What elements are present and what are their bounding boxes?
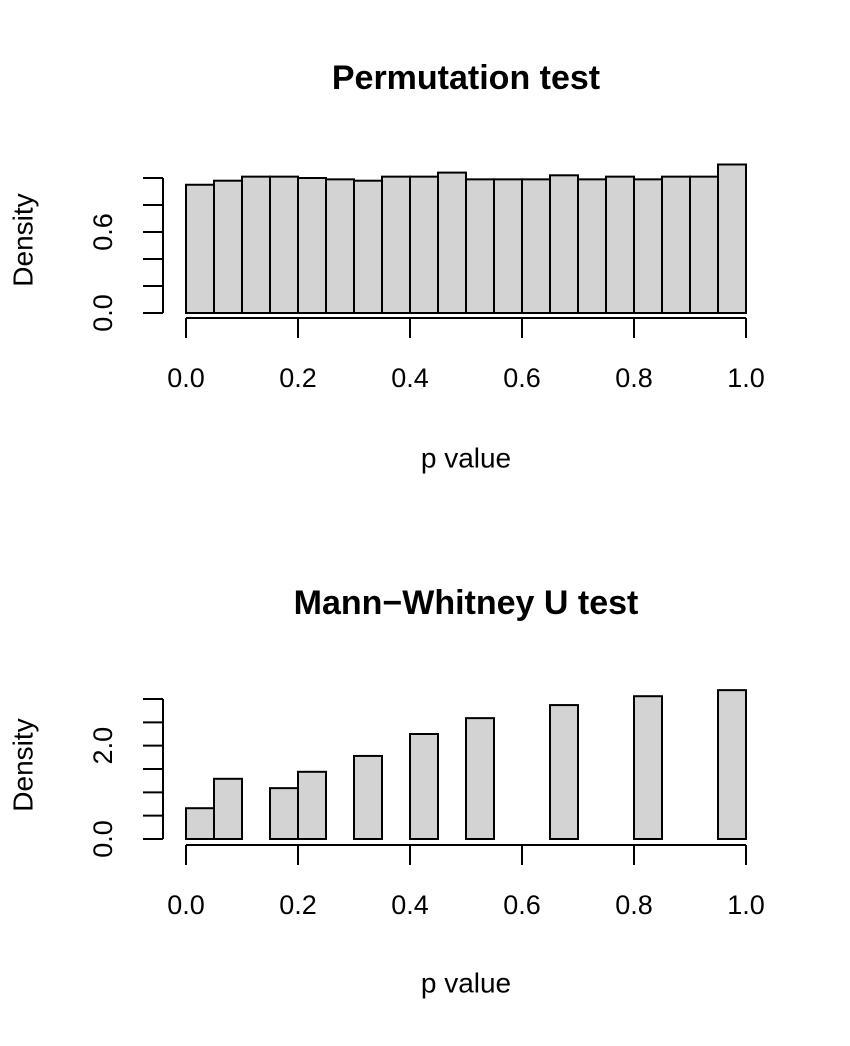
histogram-bar: [465, 178, 495, 314]
histogram-bar: [689, 175, 719, 314]
x-tick-label: 0.4: [391, 890, 429, 920]
x-tick-label: 0.6: [503, 363, 541, 393]
histogram-bar: [605, 175, 635, 314]
histogram-bar: [437, 171, 467, 314]
histogram-bar: [549, 704, 579, 840]
histogram-bar: [297, 770, 327, 840]
x-tick-label: 0.2: [279, 890, 317, 920]
histogram-bar: [549, 174, 579, 314]
histogram-bar: [493, 178, 523, 314]
x-tick-label: 0.4: [391, 363, 429, 393]
y-tick-label: 2.0: [88, 727, 118, 765]
histogram-bar: [717, 689, 747, 841]
x-tick-label: 0.6: [503, 890, 541, 920]
y-tick-label: 0.6: [88, 213, 118, 251]
histogram-bar: [269, 787, 299, 841]
histogram-bar: [241, 175, 271, 314]
x-tick-label: 0.8: [615, 890, 653, 920]
histogram-bar: [325, 178, 355, 314]
y-axis-label: Density: [7, 718, 38, 811]
histogram-bar: [717, 163, 747, 314]
histogram-bar: [633, 695, 663, 841]
histogram-bar: [297, 177, 327, 314]
y-tick-label: 0.0: [88, 294, 118, 332]
histogram-bar: [633, 178, 663, 314]
y-tick-label: 0.0: [88, 820, 118, 858]
histogram-bar: [353, 179, 383, 314]
y-axis-label: Density: [7, 193, 38, 286]
histogram-bar: [409, 175, 439, 314]
histogram-bar: [409, 733, 439, 840]
histogram-bar: [381, 175, 411, 314]
x-tick-label: 0.8: [615, 363, 653, 393]
chart-title: Mann−Whitney U test: [294, 584, 639, 622]
histogram-bar: [521, 178, 551, 314]
histogram-bar: [185, 807, 215, 841]
x-tick-label: 0.0: [167, 363, 205, 393]
histogram-bar: [353, 754, 383, 841]
x-axis-label: p value: [421, 442, 511, 473]
x-tick-label: 1.0: [727, 890, 765, 920]
histogram-bar: [213, 777, 243, 840]
chart-title: Permutation test: [332, 59, 600, 97]
histogram-bar: [269, 175, 299, 314]
histogram-bar: [577, 178, 607, 314]
x-tick-label: 0.0: [167, 890, 205, 920]
histogram-bar: [661, 175, 691, 314]
x-tick-label: 1.0: [727, 363, 765, 393]
histogram-bar: [465, 717, 495, 841]
x-tick-label: 0.2: [279, 363, 317, 393]
x-axis-label: p value: [421, 967, 511, 998]
histogram-bar: [185, 183, 215, 314]
histogram-bar: [213, 179, 243, 314]
